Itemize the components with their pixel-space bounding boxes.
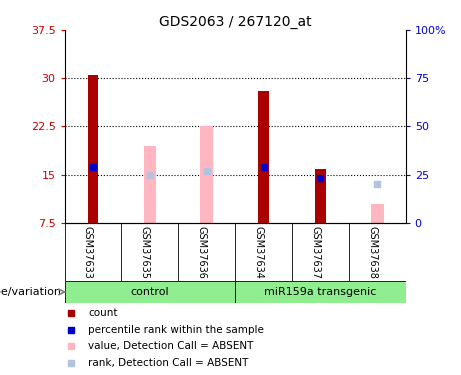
Bar xyxy=(235,281,406,303)
Bar xyxy=(65,281,235,303)
Text: miR159a transgenic: miR159a transgenic xyxy=(264,287,377,297)
Title: GDS2063 / 267120_at: GDS2063 / 267120_at xyxy=(159,15,312,29)
Text: GSM37638: GSM37638 xyxy=(367,226,377,279)
Text: rank, Detection Call = ABSENT: rank, Detection Call = ABSENT xyxy=(89,358,249,368)
Text: GSM37635: GSM37635 xyxy=(140,226,150,279)
Text: GSM37634: GSM37634 xyxy=(254,226,264,279)
Text: count: count xyxy=(89,308,118,318)
Bar xyxy=(201,126,213,223)
Text: percentile rank within the sample: percentile rank within the sample xyxy=(89,325,264,334)
Bar xyxy=(371,204,384,223)
Text: GSM37633: GSM37633 xyxy=(83,226,93,279)
Text: value, Detection Call = ABSENT: value, Detection Call = ABSENT xyxy=(89,341,254,351)
Text: GSM37636: GSM37636 xyxy=(197,226,207,279)
Bar xyxy=(315,170,325,223)
Bar xyxy=(143,146,156,223)
Text: GSM37637: GSM37637 xyxy=(310,226,320,279)
Bar xyxy=(88,75,98,223)
Bar xyxy=(259,91,269,223)
Text: genotype/variation: genotype/variation xyxy=(0,287,61,297)
Text: control: control xyxy=(130,287,169,297)
